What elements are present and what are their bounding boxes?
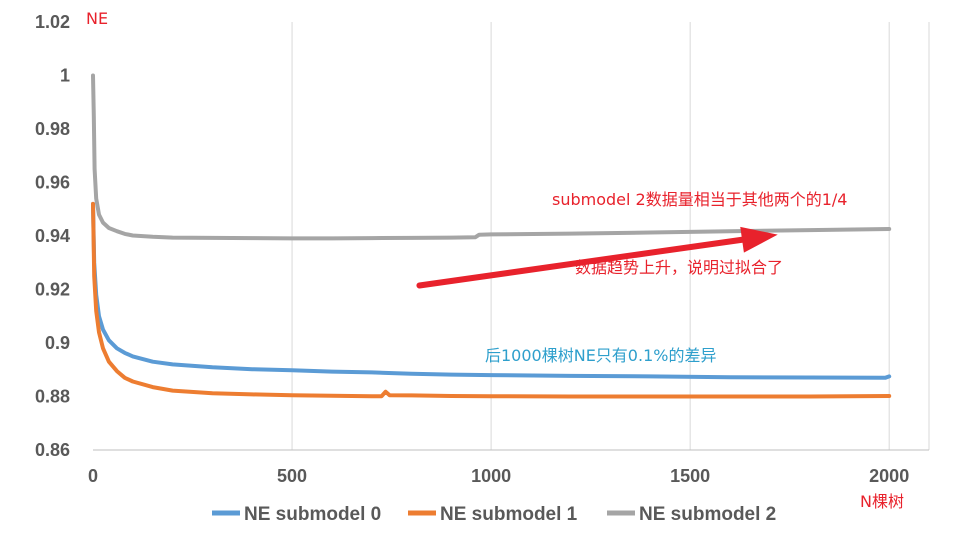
y-tick-label: 0.98 [35,119,70,139]
annotation-data-quarter: submodel 2数据量相当于其他两个的1/4 [552,190,847,209]
x-tick-label: 500 [277,466,307,486]
x-axis-ticks: 0 500 1000 1500 2000 [88,466,909,486]
y-tick-label: 0.88 [35,387,70,407]
series-lines [91,73,892,399]
y-tick-label: 1.02 [35,12,70,32]
annotation-ne-diff: 后1000棵树NE只有0.1%的差异 [485,346,716,365]
series-line-submodel-1 [91,201,892,399]
legend: NE submodel 0 NE submodel 1 NE submodel 2 [212,504,776,525]
y-axis-ticks: 0.86 0.88 0.9 0.92 0.94 0.96 0.98 1 1.02 [35,12,70,460]
y-tick-label: 0.92 [35,280,70,300]
grid-lines [291,22,930,450]
trend-arrow [416,226,778,289]
series-line-submodel-0 [91,201,892,380]
x-tick-label: 1500 [670,466,710,486]
x-tick-label: 0 [88,466,98,486]
annotation-overfitting: 数据趋势上升，说明过拟合了 [575,258,783,277]
x-tick-label: 2000 [869,466,909,486]
legend-label-submodel-1: NE submodel 1 [440,504,578,525]
legend-label-submodel-2: NE submodel 2 [639,504,776,525]
x-tick-label: 1000 [471,466,511,486]
y-tick-label: 0.96 [35,173,70,193]
arrow-shaft [416,236,746,289]
y-tick-label: 0.9 [45,333,70,353]
y-tick-label: 1 [60,66,70,86]
arrow-head [740,226,778,253]
series-line-submodel-2 [91,73,892,241]
y-tick-label: 0.86 [35,440,70,460]
legend-label-submodel-0: NE submodel 0 [244,504,381,525]
x-axis-label: N棵树 [860,492,904,511]
y-axis-label: NE [86,9,108,28]
y-tick-label: 0.94 [35,226,70,246]
